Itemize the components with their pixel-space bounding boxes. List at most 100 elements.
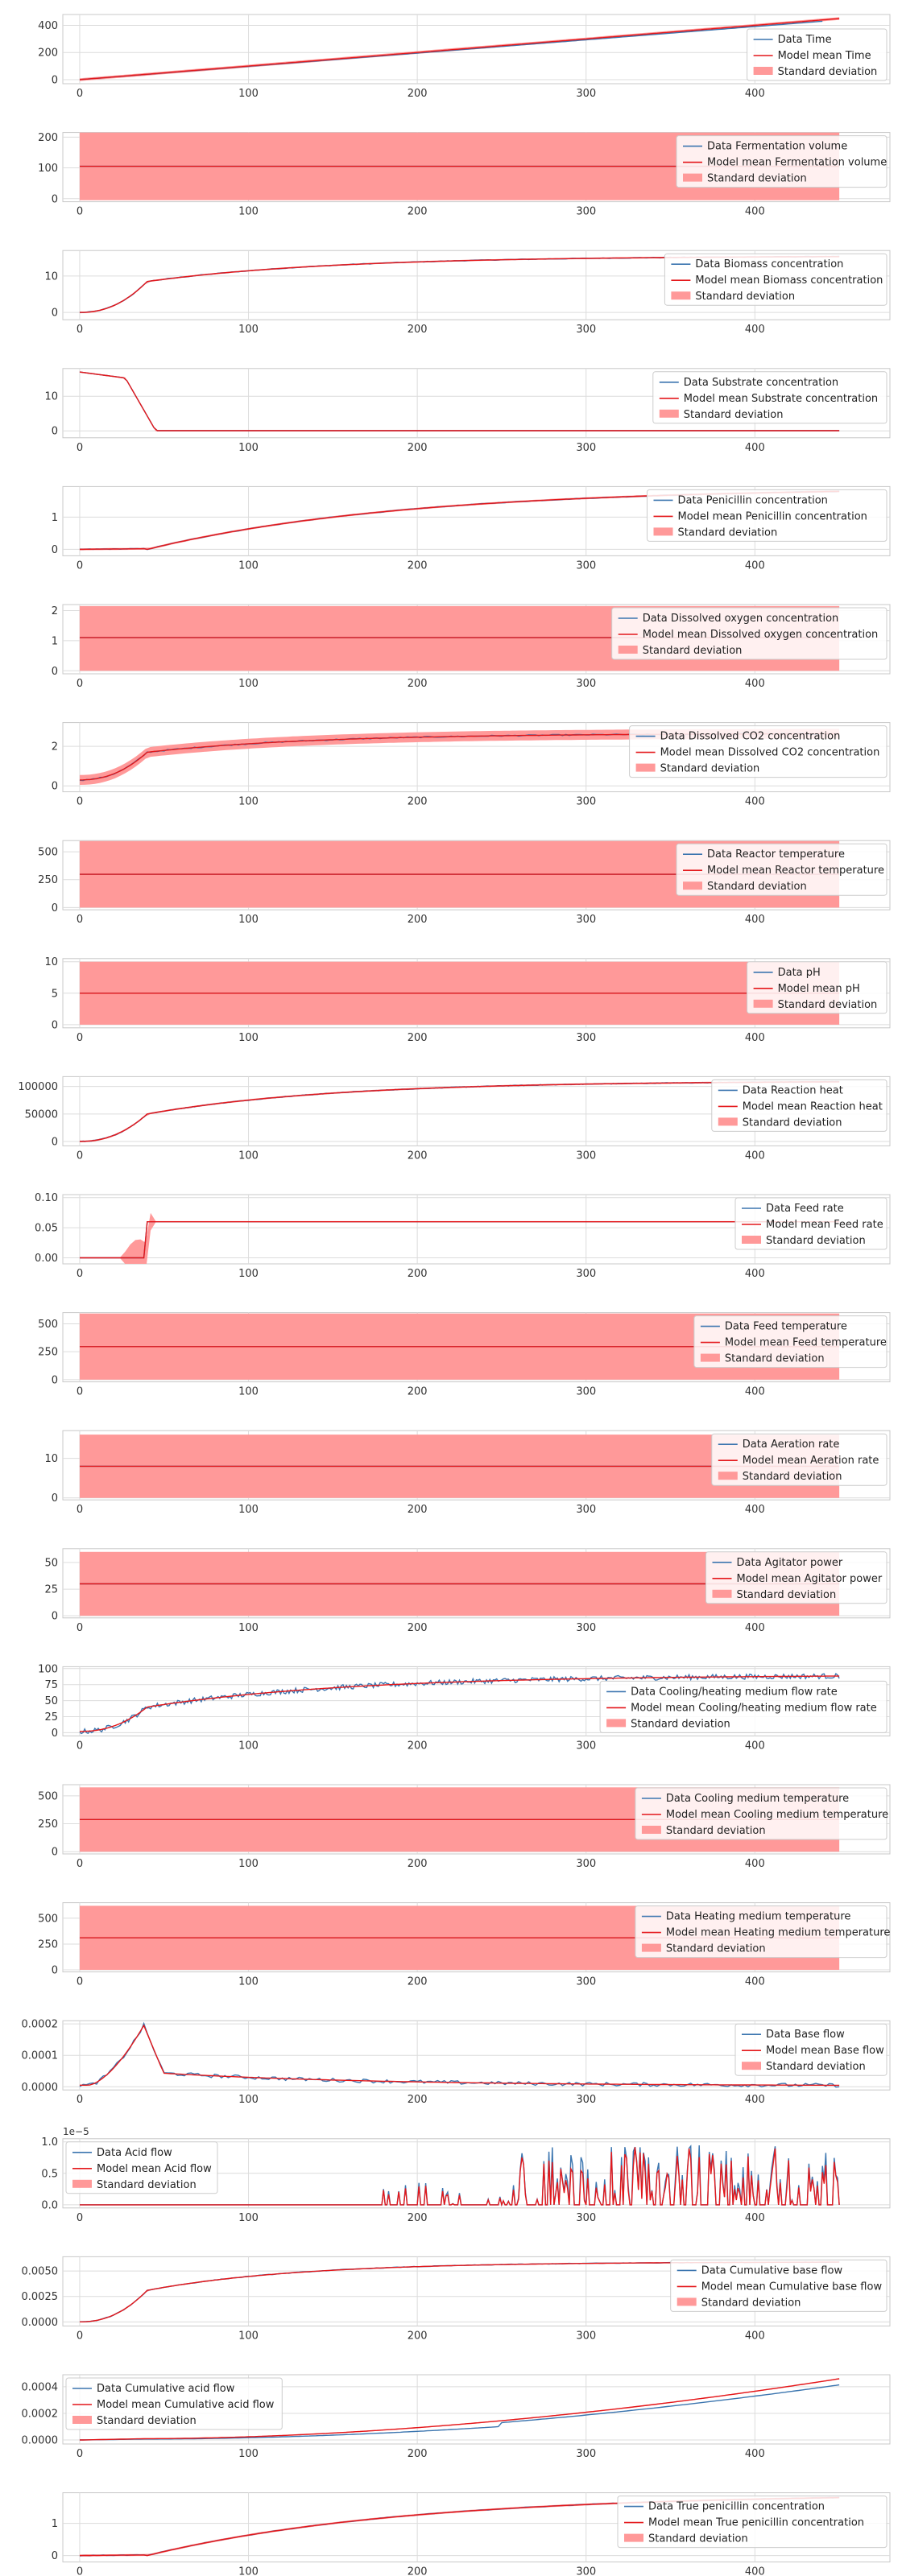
y-tick-label: 0.0002 <box>22 2019 59 2031</box>
y-tick-label: 0.0002 <box>22 2408 59 2420</box>
legend-label: Data Cumulative base flow <box>701 2264 843 2277</box>
legend-box <box>664 253 888 306</box>
legend: Data pH Model mean pH Standard deviation <box>747 961 888 1014</box>
plot-area <box>79 17 840 81</box>
x-tick-label: 0 <box>77 1740 83 1752</box>
legend-label: Standard deviation <box>737 1589 837 1601</box>
x-tick-label: 300 <box>576 1386 596 1398</box>
x-tick-label: 400 <box>745 88 765 100</box>
x-tick-label: 0 <box>77 796 83 808</box>
legend-std-swatch <box>606 1719 627 1728</box>
x-tick-label: 0 <box>77 88 83 100</box>
legend-label: Data Cooling/heating medium flow rate <box>631 1686 838 1698</box>
x-tick-label: 400 <box>745 796 765 808</box>
x-tick-label: 200 <box>408 2330 428 2342</box>
x-tick-label: 400 <box>745 2212 765 2224</box>
x-tick-label: 300 <box>576 1740 596 1752</box>
y-tick-label: 50 <box>44 1558 58 1570</box>
x-tick-label: 200 <box>408 442 428 454</box>
legend-std-swatch <box>753 67 773 75</box>
x-tick-label: 400 <box>745 1858 765 1870</box>
legend: Data Cumulative base flow Model mean Cumu… <box>670 2259 888 2312</box>
x-tick-label: 100 <box>238 914 259 926</box>
x-tick-label: 400 <box>745 914 765 926</box>
chart-4: 0 100 200 300 400 0 1 Data Penicillin concentra… <box>52 485 891 572</box>
legend-std-swatch <box>676 2297 697 2306</box>
legend: Data Reaction heat Model mean Reaction he… <box>711 1079 888 1132</box>
x-tick-label: 0 <box>77 1032 83 1044</box>
legend-label: Data pH <box>778 967 821 979</box>
chart-17: 0 100 200 300 400 0.0000 0.0001 0.0002 Data Base… <box>22 2019 891 2106</box>
x-tick-label: 100 <box>238 2212 259 2224</box>
chart-9: 0 100 200 300 400 0 50000 100000 Data Reaction h… <box>18 1075 891 1162</box>
x-tick-label: 200 <box>408 2566 428 2576</box>
legend-label: Standard deviation <box>666 1943 766 1955</box>
x-tick-label: 0 <box>77 324 83 336</box>
y-tick-label: 500 <box>38 1913 58 1925</box>
legend: Data Cooling medium temperature Model mea… <box>635 1787 888 1840</box>
x-tick-label: 0 <box>77 1268 83 1280</box>
chart-15: 0 100 200 300 400 0 250 500 Data Cooling medium … <box>38 1784 891 1870</box>
chart-18: 0 100 200 300 400 0.0 0.5 1.0 1e−5 Data Acid flow… <box>41 2126 891 2224</box>
y-tick-label: 250 <box>38 1818 58 1831</box>
data-series-line <box>79 1672 840 1735</box>
y-tick-label: 0 <box>52 74 58 86</box>
y-tick-label: 0 <box>52 1136 58 1148</box>
legend: Data Biomass concentration Model mean Bio… <box>664 253 888 306</box>
x-tick-label: 200 <box>408 914 428 926</box>
legend: Data Substrate concentration Model mean S… <box>652 371 888 424</box>
y-tick-label: 25 <box>44 1584 58 1596</box>
x-tick-label: 0 <box>77 914 83 926</box>
plot-area <box>80 2378 840 2441</box>
x-tick-label: 0 <box>77 1858 83 1870</box>
x-tick-label: 400 <box>745 2448 765 2460</box>
x-tick-label: 200 <box>408 2448 428 2460</box>
x-tick-label: 100 <box>238 2448 259 2460</box>
legend: Data True penicillin concentration Model … <box>617 2496 888 2549</box>
legend-label: Standard deviation <box>643 645 743 657</box>
x-tick-label: 200 <box>408 88 428 100</box>
x-tick-label: 0 <box>77 678 83 690</box>
legend-box <box>676 843 888 896</box>
legend-label: Model mean Feed temperature <box>725 1337 887 1349</box>
legend-box <box>65 2377 283 2430</box>
legend: Data Cumulative acid flow Model mean Cumu… <box>65 2377 283 2430</box>
y-tick-label: 0 <box>52 781 58 793</box>
chart-2: 0 100 200 300 400 0 10 Data Biomass concentrati… <box>44 250 891 336</box>
x-tick-label: 0 <box>77 1976 83 1988</box>
x-tick-label: 0 <box>77 206 83 218</box>
x-tick-label: 100 <box>238 1622 259 1634</box>
x-tick-label: 300 <box>576 1504 596 1516</box>
y-tick-label: 10 <box>44 391 58 403</box>
legend-label: Model mean Dissolved CO2 concentration <box>660 747 880 759</box>
legend-label: Data Cumulative acid flow <box>97 2383 235 2395</box>
x-tick-label: 0 <box>77 2566 83 2576</box>
y-tick-label: 0.0000 <box>22 2082 59 2094</box>
x-tick-label: 300 <box>576 2212 596 2224</box>
x-tick-label: 400 <box>745 324 765 336</box>
y-tick-label: 0 <box>52 1374 58 1386</box>
x-tick-label: 300 <box>576 206 596 218</box>
x-tick-label: 400 <box>745 559 765 572</box>
legend-std-swatch <box>72 2179 92 2188</box>
plot-area <box>79 1672 840 1735</box>
model-mean-line <box>80 2024 840 2087</box>
chart-10: 0 100 200 300 400 0.00 0.05 0.10 Data Feed rate M… <box>35 1192 891 1280</box>
x-tick-label: 400 <box>745 2094 765 2106</box>
legend-box <box>617 2496 888 2549</box>
y-tick-label: 25 <box>44 1711 58 1724</box>
legend-label: Standard deviation <box>97 2179 197 2191</box>
x-tick-label: 400 <box>745 1976 765 1988</box>
y-tick-label: 50 <box>44 1695 58 1707</box>
x-tick-label: 300 <box>576 2448 596 2460</box>
y-tick-label: 0.05 <box>35 1223 58 1235</box>
legend-label: Standard deviation <box>666 1825 766 1837</box>
x-tick-label: 0 <box>77 2330 83 2342</box>
model-mean-line <box>80 2147 840 2207</box>
y-tick-label: 250 <box>38 1347 58 1359</box>
y-tick-label: 0 <box>52 1847 58 1859</box>
x-tick-label: 0 <box>77 1504 83 1516</box>
y-tick-label: 500 <box>38 847 58 859</box>
y-tick-label: 500 <box>38 1319 58 1331</box>
legend: Data Base flow Model mean Base flow Standa… <box>734 2023 888 2076</box>
